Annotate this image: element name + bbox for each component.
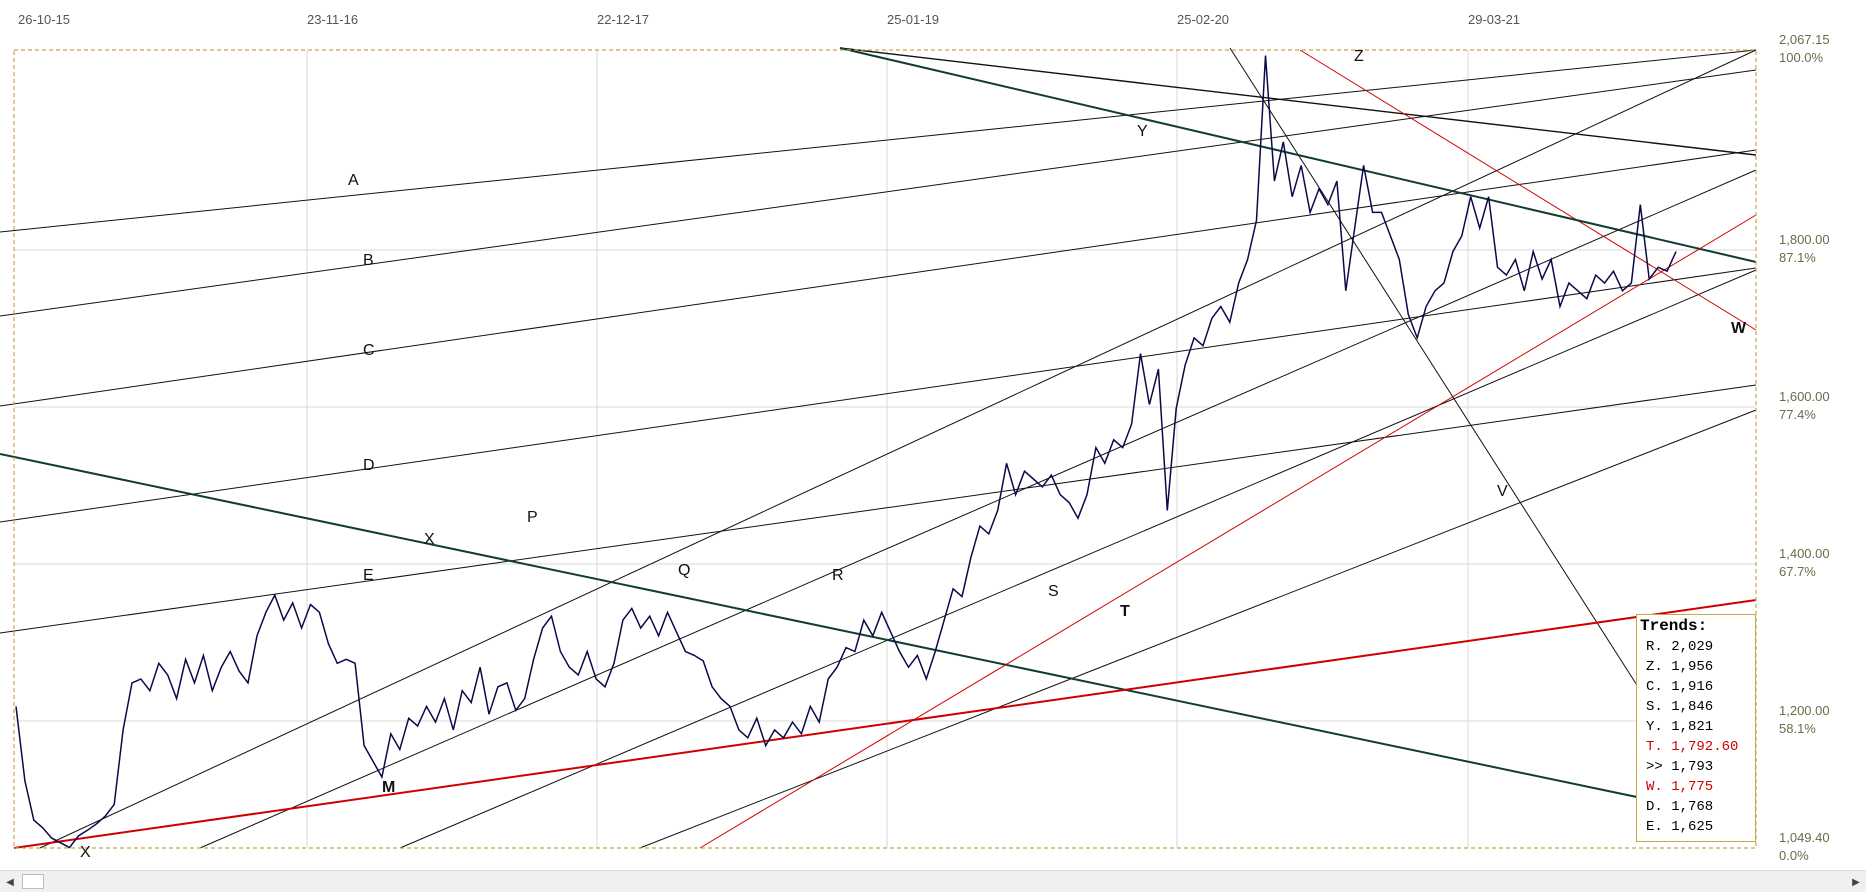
trend-line — [0, 49, 1757, 233]
trendline-label: S — [1048, 583, 1059, 600]
trend-line — [839, 47, 1757, 263]
trend-line — [0, 69, 1757, 317]
x-tick-label: 26-10-15 — [18, 12, 70, 27]
trend-line — [0, 453, 1757, 823]
trendline-label: D — [363, 457, 375, 474]
x-tick-label: 22-12-17 — [597, 12, 649, 27]
scroll-thumb[interactable] — [22, 874, 44, 889]
y-tick-percent: 0.0% — [1779, 848, 1809, 863]
y-tick-percent: 77.4% — [1779, 407, 1816, 422]
trend-line — [1299, 49, 1757, 331]
y-tick-label: 1,400.00 — [1779, 546, 1830, 561]
trendline-label: Y — [1137, 123, 1148, 140]
trend-line — [839, 47, 1757, 156]
trendline-label: V — [1497, 483, 1508, 500]
scroll-left-icon[interactable]: ◀ — [6, 876, 14, 888]
x-tick-label: 25-01-19 — [887, 12, 939, 27]
trend-line — [0, 267, 1757, 523]
trendline-label: X — [424, 531, 435, 548]
trendline-label: X — [80, 844, 91, 861]
y-tick-percent: 87.1% — [1779, 250, 1816, 265]
y-tick-label: 1,800.00 — [1779, 232, 1830, 247]
y-tick-percent: 100.0% — [1779, 50, 1824, 65]
horizontal-scrollbar[interactable]: ◀ ▶ — [0, 870, 1866, 892]
trend-row: C. 1,916 — [1646, 679, 1714, 695]
trendline-label: M — [382, 779, 395, 796]
price-series-line — [15, 55, 1677, 849]
trend-line — [699, 214, 1757, 849]
y-tick-label: 2,067.15 — [1779, 32, 1830, 47]
x-tick-label: 23-11-16 — [307, 12, 358, 27]
trendline-label: B — [363, 252, 374, 269]
y-tick-percent: 67.7% — [1779, 564, 1816, 579]
trendline-label: P — [527, 509, 538, 526]
trend-row: E. 1,625 — [1646, 819, 1714, 835]
trendline-label: W — [1731, 320, 1747, 337]
trend-row: D. 1,768 — [1646, 799, 1714, 815]
trends-panel: Trends: R. 2,029 Z. 1,956 C. 1,916 S. 1,846… — [1636, 614, 1756, 842]
trend-line — [0, 384, 1757, 634]
x-tick-label: 25-02-20 — [1177, 12, 1229, 27]
y-tick-label: 1,600.00 — [1779, 389, 1830, 404]
trendline-label: Z — [1354, 48, 1364, 65]
trend-line — [199, 169, 1757, 849]
y-tick-label: 1,200.00 — [1779, 703, 1830, 718]
y-tick-percent: 58.1% — [1779, 721, 1816, 736]
trends-list: R. 2,029 Z. 1,956 C. 1,916 S. 1,846 Y. 1,821… — [1637, 637, 1755, 837]
trend-row: S. 1,846 — [1646, 699, 1714, 715]
plot-frame — [13, 49, 1757, 849]
scroll-right-icon[interactable]: ▶ — [1852, 876, 1860, 888]
trendline-label: T — [1120, 603, 1130, 620]
trendline-label: C — [363, 342, 375, 359]
chart-plot: 26-10-15 23-11-16 22-12-17 25-01-19 25-02-20… — [0, 12, 1830, 863]
trend-line — [13, 599, 1757, 849]
trendline-label: A — [348, 172, 359, 189]
trend-row: >> 1,793 — [1646, 759, 1714, 775]
y-tick-label: 1,049.40 — [1779, 830, 1830, 845]
trend-row: R. 2,029 — [1646, 639, 1714, 655]
trend-line — [39, 49, 1757, 849]
trend-line — [399, 269, 1757, 849]
trend-line — [1229, 47, 1641, 691]
trend-line — [639, 409, 1757, 849]
trends-title: Trends: — [1640, 617, 1708, 635]
trend-row: Z. 1,956 — [1646, 659, 1714, 675]
trend-row: Y. 1,821 — [1646, 719, 1714, 735]
trendline-label: R — [832, 567, 844, 584]
x-tick-label: 29-03-21 — [1468, 12, 1520, 27]
trend-row: W. 1,775 — [1646, 779, 1714, 795]
trend-line — [0, 149, 1757, 407]
trendline-label: Q — [678, 562, 690, 579]
trend-row: T. 1,792.60 — [1646, 739, 1739, 755]
trendline-label: E — [363, 567, 374, 584]
